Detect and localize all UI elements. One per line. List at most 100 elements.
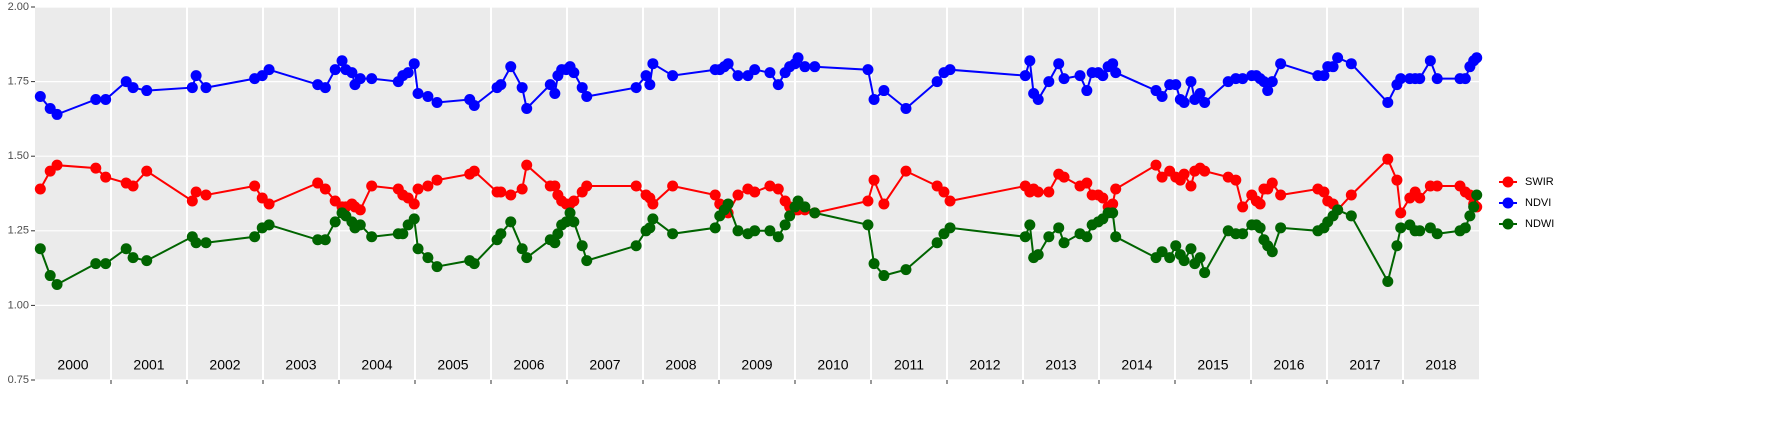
data-point [576, 240, 588, 252]
data-point [1043, 186, 1055, 198]
data-point [1194, 88, 1206, 100]
x-tick-label: 2018 [1425, 357, 1456, 373]
data-point [51, 108, 63, 120]
data-point [1464, 210, 1476, 222]
data-point [1097, 192, 1109, 204]
data-point [1019, 70, 1031, 82]
data-point [581, 91, 593, 103]
data-point [44, 270, 56, 282]
data-point [568, 195, 580, 207]
data-point [1237, 201, 1249, 213]
data-point [495, 228, 507, 240]
data-point [1237, 228, 1249, 240]
data-point [354, 219, 366, 231]
data-point [749, 186, 761, 198]
data-point [1058, 237, 1070, 249]
data-point [200, 82, 212, 94]
data-point [1178, 168, 1190, 180]
data-point [319, 183, 331, 195]
x-tick-label: 2005 [437, 357, 468, 373]
data-point [1258, 76, 1270, 88]
data-point [667, 70, 679, 82]
data-point [1275, 189, 1287, 201]
data-point [516, 82, 528, 94]
x-tick-label: 2002 [209, 357, 240, 373]
data-point [900, 165, 912, 177]
data-point [1345, 210, 1357, 222]
x-tick-label: 2010 [817, 357, 848, 373]
data-point [1382, 276, 1394, 288]
data-point [1194, 252, 1206, 264]
data-point [722, 198, 734, 210]
data-point [1107, 58, 1119, 70]
data-point [944, 64, 956, 76]
x-tick-label: 2007 [589, 357, 620, 373]
data-point [1459, 73, 1471, 85]
data-point [1043, 76, 1055, 88]
data-point [141, 165, 153, 177]
data-point [186, 195, 198, 207]
data-point [468, 165, 480, 177]
x-tick-label: 2009 [741, 357, 772, 373]
data-point [878, 85, 890, 97]
data-point [1081, 177, 1093, 189]
data-point [1178, 255, 1190, 267]
data-point [792, 52, 804, 64]
data-point [366, 231, 378, 243]
data-point [772, 183, 784, 195]
data-point [495, 186, 507, 198]
data-point [100, 258, 112, 270]
data-point [408, 58, 420, 70]
x-tick-label: 2000 [57, 357, 88, 373]
data-point [1382, 153, 1394, 165]
data-point [931, 76, 943, 88]
data-point [354, 73, 366, 85]
data-point [263, 219, 275, 231]
data-point [34, 243, 46, 255]
data-point [630, 82, 642, 94]
data-point [412, 183, 424, 195]
data-point [516, 243, 528, 255]
data-point [431, 261, 443, 273]
data-point [799, 201, 811, 213]
data-point [1431, 73, 1443, 85]
data-point [1414, 73, 1426, 85]
data-point [186, 82, 198, 94]
data-point [90, 94, 102, 106]
data-point [667, 228, 679, 240]
x-tick-label: 2016 [1273, 357, 1304, 373]
data-point [431, 174, 443, 186]
data-point [468, 258, 480, 270]
data-point [1254, 222, 1266, 234]
legend-key [1502, 176, 1514, 188]
data-point [1019, 231, 1031, 243]
data-point [412, 88, 424, 100]
data-point [1053, 222, 1065, 234]
data-point [1107, 198, 1119, 210]
data-point [422, 180, 434, 192]
legend-key [1502, 218, 1514, 230]
data-point [127, 252, 139, 264]
data-point [772, 79, 784, 91]
y-tick-label: 1.75 [8, 76, 29, 88]
data-point [1382, 96, 1394, 108]
x-tick-label: 2006 [513, 357, 544, 373]
data-point [100, 171, 112, 183]
data-point [709, 189, 721, 201]
x-tick-label: 2013 [1045, 357, 1076, 373]
data-point [644, 79, 656, 91]
data-point [1395, 222, 1407, 234]
x-tick-label: 2011 [894, 357, 924, 373]
data-point [1414, 192, 1426, 204]
data-point [581, 180, 593, 192]
data-point [900, 264, 912, 276]
data-point [312, 177, 324, 189]
data-point [1266, 177, 1278, 189]
data-point [366, 180, 378, 192]
data-point [1262, 85, 1274, 97]
data-point [422, 91, 434, 103]
data-point [1318, 186, 1330, 198]
data-point [1254, 198, 1266, 210]
data-point [568, 216, 580, 228]
data-point [1032, 249, 1044, 261]
